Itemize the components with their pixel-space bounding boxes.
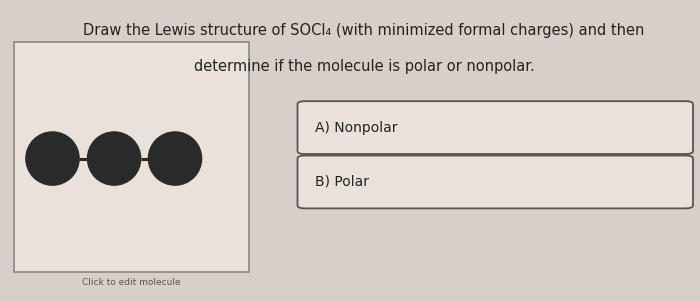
Text: A) Nonpolar: A) Nonpolar xyxy=(315,120,398,135)
FancyBboxPatch shape xyxy=(298,101,693,154)
Text: B) Polar: B) Polar xyxy=(315,175,369,189)
Text: Draw the Lewis structure of SOCl₄ (with minimized formal charges) and then: Draw the Lewis structure of SOCl₄ (with … xyxy=(83,23,645,38)
FancyBboxPatch shape xyxy=(298,156,693,208)
FancyBboxPatch shape xyxy=(14,42,248,272)
Text: determine if the molecule is polar or nonpolar.: determine if the molecule is polar or no… xyxy=(194,59,534,74)
Ellipse shape xyxy=(148,132,202,185)
Text: Click to edit molecule: Click to edit molecule xyxy=(82,278,181,287)
Ellipse shape xyxy=(88,132,141,185)
Ellipse shape xyxy=(26,132,79,185)
